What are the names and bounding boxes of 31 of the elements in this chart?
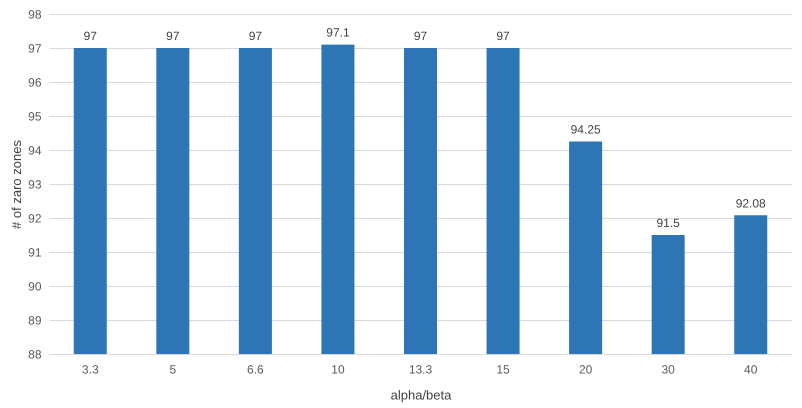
x-tick-label: 6.6 [247,362,264,376]
y-tick-label: 93 [28,178,42,192]
data-label: 94.25 [570,122,601,136]
y-tick-label: 94 [28,144,42,158]
y-tick-label: 88 [28,348,42,362]
data-label: 97 [84,29,98,43]
x-tick-label: 30 [661,362,676,376]
y-tick-label: 89 [28,314,42,328]
data-label: 97 [414,29,428,43]
x-tick-label: 3.3 [82,362,99,376]
y-tick-label: 91 [28,246,42,260]
y-tick-label: 98 [28,8,42,22]
y-tick-label: 95 [28,110,42,124]
data-label: 97 [248,29,262,43]
data-label: 91.5 [656,216,680,230]
y-tick-label: 92 [28,212,42,226]
y-tick-label: 97 [28,42,42,56]
x-tick-label: 5 [169,362,176,376]
x-tick-label: 20 [578,362,593,376]
x-tick-label: 13.3 [408,362,432,376]
x-tick-label: 40 [744,362,758,376]
data-label: 97 [496,29,510,43]
y-tick-label: 96 [28,76,42,90]
x-tick-label: 10 [331,362,345,376]
data-label: 97 [166,29,180,43]
y-axis-title: # of zaro zones [9,140,24,229]
x-tick-label: 15 [496,362,510,376]
data-label: 97.1 [326,26,350,40]
x-axis-title: alpha/beta [390,388,452,402]
data-label: 92.08 [736,196,766,210]
y-tick-label: 90 [28,280,42,294]
